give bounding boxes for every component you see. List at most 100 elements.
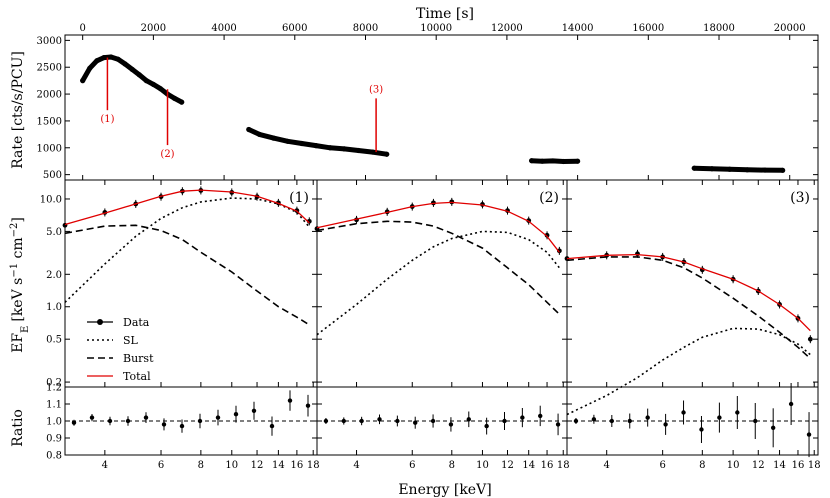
legend-entry-label: Burst — [123, 352, 154, 365]
legend-entry-label: SL — [123, 334, 139, 347]
energy-tick-label: 10 — [727, 460, 740, 471]
flux-tick-label: 10.0 — [40, 194, 62, 205]
rate-tick-label: 1000 — [37, 143, 62, 154]
time-tick-label: 20000 — [774, 23, 806, 34]
light-curve-point — [122, 61, 128, 67]
energy-tick-label: 6 — [158, 460, 164, 471]
spectrum-panel-label: (2) — [539, 190, 559, 206]
ratio-point — [735, 410, 740, 415]
ratio-point — [627, 418, 632, 424]
burst-model-curve — [64, 224, 310, 326]
ratio-point — [663, 422, 668, 427]
ratio-tick-label: 1.2 — [46, 383, 62, 394]
light-curve-point — [691, 165, 697, 171]
ratio-point — [143, 415, 149, 420]
ratio-point — [430, 418, 436, 424]
light-curve-point — [256, 131, 263, 137]
energy-tick-label: 14 — [272, 460, 285, 471]
light-curve-segment — [691, 165, 786, 173]
light-curve-point — [529, 158, 535, 164]
ratio-point — [538, 413, 543, 419]
light-curve-frame — [64, 34, 819, 181]
light-curve-point — [550, 158, 556, 164]
ratio-point — [770, 425, 776, 430]
flux-tick-label: 1.0 — [46, 302, 62, 313]
legend-entry-label: Total — [123, 370, 151, 383]
time-tick-label: 0 — [79, 23, 85, 34]
energy-tick-label: 12 — [752, 460, 765, 471]
sl-model-curve — [566, 327, 811, 416]
ratio-tick-label: 0.9 — [46, 434, 62, 445]
ratio-point — [413, 420, 418, 425]
light-curve-panel: 0 2000 4000 6000 8000 10000 12000 14000 16000 180… — [37, 23, 819, 181]
time-marker-label: (3) — [369, 84, 383, 95]
light-curve-point — [129, 66, 135, 72]
ratio-tick-label: 0.8 — [46, 451, 62, 462]
ratio-point — [341, 418, 346, 424]
spectrum-y-axis-label: EFE [keV s−1 cm−2] — [9, 217, 31, 353]
light-curve-point — [136, 72, 142, 78]
ratio-point — [681, 410, 686, 415]
ratio-point — [89, 415, 95, 420]
flux-tick-label: 5.0 — [46, 227, 62, 238]
energy-tick-label: 18 — [808, 460, 821, 471]
light-curve-point — [87, 65, 93, 71]
ratio-point — [753, 418, 758, 424]
ratio-point — [359, 418, 364, 424]
energy-tick-label: 14 — [522, 460, 535, 471]
energy-tick-label: 12 — [501, 460, 514, 471]
ratio-point — [555, 422, 561, 427]
data-point — [635, 251, 640, 257]
energy-tick-label: 16 — [291, 460, 304, 471]
ratio-point — [305, 403, 311, 408]
light-curve-point — [299, 140, 305, 147]
ratio-point — [609, 418, 615, 424]
ratio-point — [395, 418, 400, 424]
legend-data-marker — [97, 319, 103, 325]
ratio-point — [269, 423, 275, 429]
ratio-point — [197, 418, 203, 424]
time-tick-label: 8000 — [353, 23, 378, 34]
energy-tick-label: 16 — [541, 460, 554, 471]
spectrum-panel-frame — [64, 179, 318, 388]
spectrum-y-label-main: EF — [10, 333, 26, 353]
rate-tick-label: 2000 — [37, 90, 62, 101]
time-tick-label: 18000 — [703, 23, 735, 34]
spectrum-panel-frame — [316, 179, 568, 388]
light-curve-point — [270, 135, 277, 141]
axis-labels: Time [s] Energy [keV] Rate [cts/s/PCU] E… — [9, 6, 492, 498]
data-point — [544, 232, 550, 238]
energy-tick-label: 4 — [102, 460, 108, 471]
light-curve-point — [709, 166, 715, 172]
flux-tick-label: 0.5 — [46, 335, 62, 346]
light-curve-point — [369, 149, 376, 155]
spectrum-panel-label: (1) — [289, 190, 309, 206]
ratio-point — [484, 423, 489, 429]
light-curve-point — [80, 78, 86, 84]
flux-tick-label: 0.2 — [46, 378, 62, 389]
ratio-point — [717, 415, 722, 420]
energy-tick-label: 10 — [225, 460, 238, 471]
spectrum-panel-label: (3) — [790, 190, 810, 206]
energy-tick-label: 6 — [659, 460, 665, 471]
light-curve-point — [285, 138, 291, 144]
light-curve-point — [539, 158, 545, 164]
legend: Data SL Burst Total — [87, 316, 154, 383]
ratio-point — [161, 422, 167, 427]
spectrum-y-label-sup1: −1 — [9, 263, 20, 278]
spectrum-y-label-cm: cm — [10, 237, 26, 263]
light-curve-point — [355, 147, 362, 154]
time-tick-label: 16000 — [632, 23, 664, 34]
rate-tick-label: 2500 — [37, 63, 62, 74]
light-curve-point — [327, 145, 333, 151]
spectrum-y-label-close: ] — [10, 217, 26, 222]
energy-tick-label: 4 — [604, 460, 610, 471]
ratio-point — [251, 408, 257, 413]
time-tick-label: 6000 — [282, 23, 307, 34]
spectrum-y-label-sub: E — [20, 326, 31, 333]
ratio-point — [466, 417, 471, 422]
spectrum-y-label-units: [keV s — [10, 278, 26, 322]
ratio-point — [287, 398, 293, 403]
spectrum-y-label-sup2: −2 — [9, 223, 20, 238]
